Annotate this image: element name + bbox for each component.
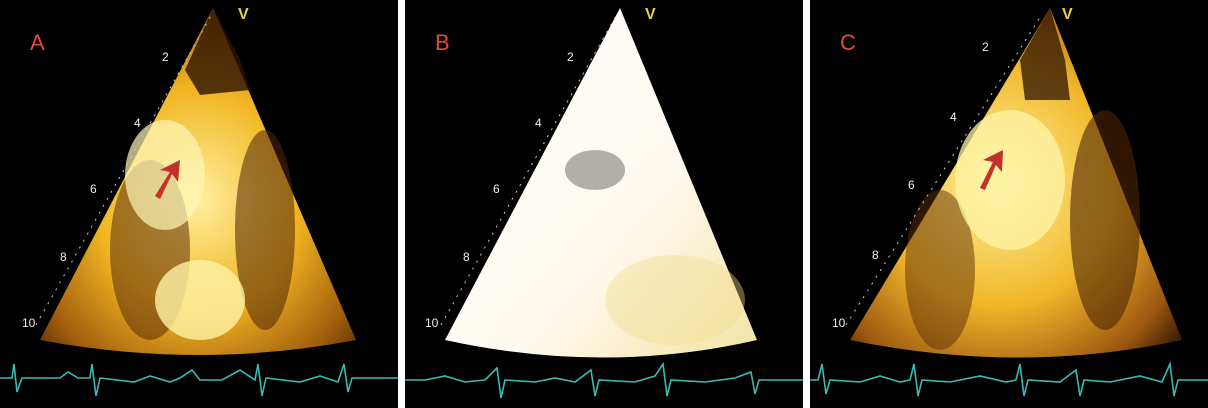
probe-orientation-marker: V (1062, 6, 1073, 23)
depth-scale-line (440, 13, 618, 326)
depth-tick-label: 4 (950, 110, 957, 124)
cavity-bright (955, 110, 1065, 250)
depth-tick-label: 8 (463, 250, 470, 264)
panel-label: A (30, 30, 45, 55)
depth-tick-label: 8 (872, 248, 879, 262)
ecg-trace (405, 361, 803, 399)
depth-tick-label: 6 (493, 182, 500, 196)
probe-orientation-marker: V (238, 6, 249, 23)
ultrasound-sector (445, 8, 757, 358)
depth-tick-label: 2 (982, 40, 989, 54)
depth-tick-label: 10 (22, 316, 36, 330)
myocardium-shadow (905, 190, 975, 350)
panel-a: A V 2 4 6 8 10 (0, 0, 398, 408)
cavity-bright (125, 120, 205, 230)
depth-tick-label: 8 (60, 250, 67, 264)
depth-tick-label: 2 (162, 50, 169, 64)
myocardium-shadow (1070, 110, 1140, 330)
depth-tick-label: 4 (134, 116, 141, 130)
ecg-trace (0, 363, 398, 397)
panel-a-image (0, 8, 398, 397)
apical-dark-region (1020, 8, 1070, 100)
probe-orientation-marker: V (645, 6, 656, 23)
arrow-icon (155, 160, 180, 199)
myocardium-shadow (235, 130, 295, 330)
depth-tick-label: 10 (832, 316, 846, 330)
panel-c: C V 2 4 6 8 10 (810, 0, 1208, 408)
panel-b: B V 2 4 6 8 10 (405, 0, 803, 408)
apical-dark-region (185, 8, 250, 95)
depth-tick-label: 4 (535, 116, 542, 130)
depth-scale-line (35, 13, 213, 326)
panel-label: C (840, 30, 856, 55)
depth-tick-label: 6 (90, 182, 97, 196)
arrow-icon (980, 150, 1003, 190)
panel-b-image (405, 8, 803, 399)
panel-label: B (435, 30, 450, 55)
panel-c-image (810, 8, 1208, 397)
depth-tick-label: 6 (908, 178, 915, 192)
depth-tick-label: 2 (567, 50, 574, 64)
contrast-speckle (565, 150, 625, 190)
depth-tick-label: 10 (425, 316, 439, 330)
ecg-trace (810, 361, 1208, 397)
cavity-bright (155, 260, 245, 340)
contrast-speckle (605, 255, 745, 345)
